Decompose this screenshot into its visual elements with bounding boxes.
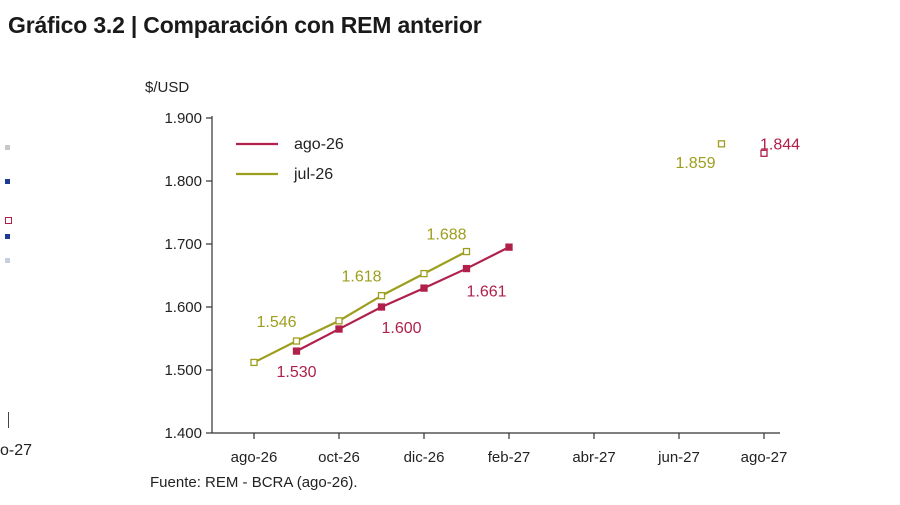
left-panel-marker — [5, 234, 10, 239]
data-point — [292, 347, 301, 355]
data-point — [335, 317, 343, 325]
data-point — [292, 337, 301, 345]
data-point — [462, 264, 471, 273]
left-panel-marker — [5, 258, 10, 263]
data-label: 1.546 — [256, 314, 296, 331]
legend: ago-26 jul-26 — [236, 136, 344, 183]
y-tick-label: 1.900 — [164, 110, 202, 127]
y-axis-label: $/USD — [145, 79, 190, 96]
y-tick-label: 1.400 — [164, 425, 202, 442]
left-panel-xtick: o-27 — [0, 442, 33, 459]
x-tick-label: oct-26 — [318, 449, 360, 466]
left-panel-axis — [8, 412, 9, 428]
left-panel-marker — [5, 217, 12, 224]
data-point — [335, 325, 343, 333]
x-tick-label: abr-27 — [572, 449, 615, 466]
y-tick-label: 1.500 — [164, 362, 202, 379]
data-point — [717, 140, 726, 148]
data-label: 1.844 — [760, 136, 800, 153]
chart-title: Gráfico 3.2 | Comparación con REM anteri… — [8, 12, 482, 38]
data-point — [377, 303, 386, 311]
source-note: Fuente: REM - BCRA (ago-26). — [150, 474, 358, 491]
data-label: 1.530 — [276, 364, 316, 381]
series-line-ago-26 — [295, 246, 510, 353]
data-point — [760, 149, 768, 157]
data-point — [250, 358, 258, 367]
data-label: 1.661 — [466, 284, 506, 301]
data-point — [420, 284, 428, 292]
data-point — [420, 269, 428, 278]
x-tick-label: ago-26 — [231, 449, 278, 466]
x-tick-label: dic-26 — [404, 449, 445, 466]
y-tick-label: 1.800 — [164, 173, 202, 190]
series-ago-26: 1.530 1.600 1.661 1.844 — [276, 136, 800, 381]
series-line-jul-26 — [253, 250, 468, 364]
data-label: 1.618 — [341, 269, 381, 286]
left-panel-marker — [5, 145, 10, 150]
legend-entry: ago-26 — [294, 136, 344, 153]
left-panel-marker — [5, 179, 10, 184]
data-point — [505, 243, 513, 251]
data-point — [377, 292, 386, 300]
y-tick-label: 1.700 — [164, 236, 202, 253]
data-point — [462, 247, 471, 256]
y-tick-label: 1.600 — [164, 299, 202, 316]
legend-entry: jul-26 — [293, 166, 333, 183]
data-label: 1.600 — [381, 320, 421, 337]
x-tick-label: jun-27 — [657, 449, 700, 466]
series-jul-26: 1.546 1.618 1.688 1.859 — [250, 140, 726, 367]
data-label: 1.688 — [426, 227, 466, 244]
x-tick-label: feb-27 — [488, 449, 531, 466]
x-tick-label: ago-27 — [741, 449, 788, 466]
data-label: 1.859 — [675, 155, 715, 172]
